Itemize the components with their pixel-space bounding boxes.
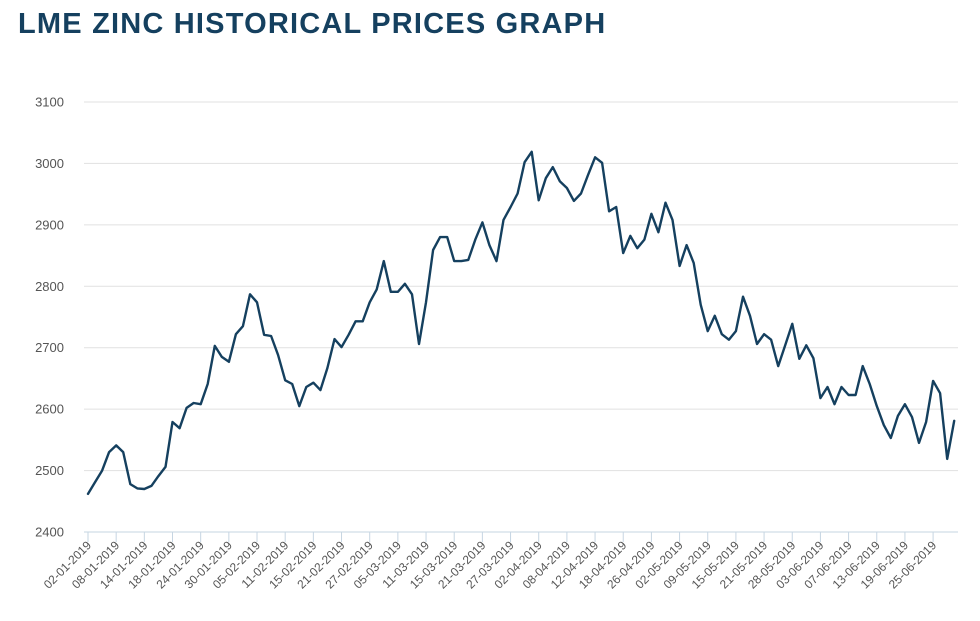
y-tick-label: 2900 xyxy=(35,217,64,232)
chart-title: LME ZINC HISTORICAL PRICES GRAPH xyxy=(18,8,607,40)
y-tick-label: 2400 xyxy=(35,525,64,540)
y-tick-label: 2600 xyxy=(35,402,64,417)
y-tick-label: 2500 xyxy=(35,463,64,478)
y-tick-label: 3000 xyxy=(35,156,64,171)
gridlines xyxy=(84,101,958,472)
y-tick-label: 3100 xyxy=(35,95,64,110)
x-axis: 02-01-201908-01-201914-01-201918-01-2019… xyxy=(41,531,958,592)
series-layer xyxy=(86,150,956,496)
y-axis: 2400 2500 2600 2700 2800 2900 3000 3100 xyxy=(35,95,64,540)
y-tick-label: 2700 xyxy=(35,340,64,355)
y-tick-label: 2800 xyxy=(35,279,64,294)
series-line xyxy=(86,150,956,496)
